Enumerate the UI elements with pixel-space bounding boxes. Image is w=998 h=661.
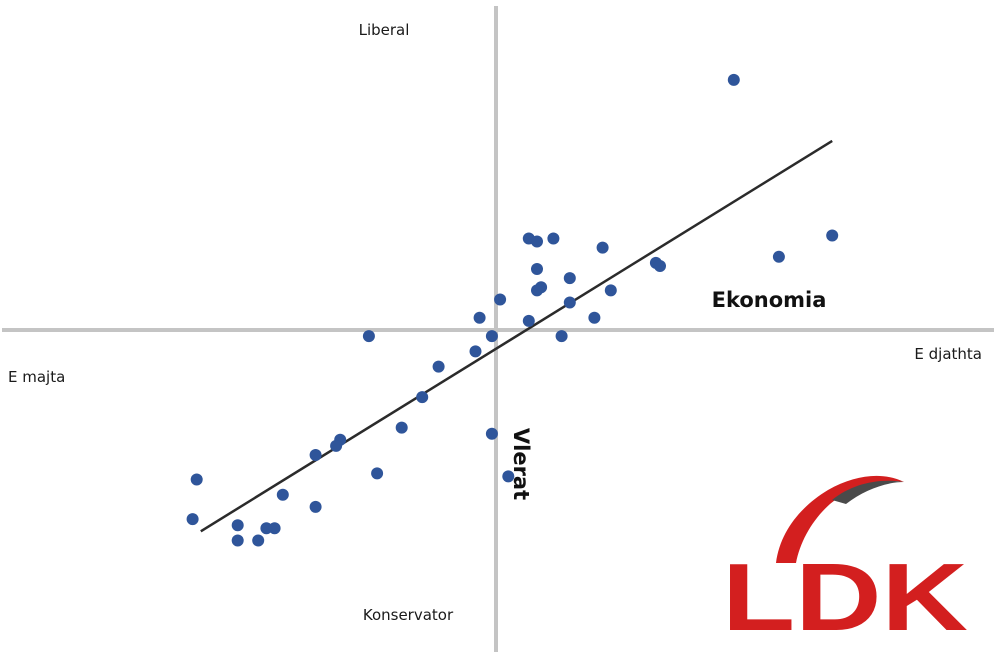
scatter-point-23	[469, 345, 482, 358]
scatter-point-20	[362, 330, 375, 343]
y-axis-title: Vlerat	[509, 428, 533, 500]
scatter-point-7	[596, 241, 609, 254]
scatter-point-17	[473, 311, 486, 324]
scatter-points-layer	[186, 73, 839, 547]
scatter-point-35	[309, 500, 322, 513]
trendline	[200, 139, 833, 533]
scatter-point-40	[231, 534, 244, 547]
y-axis-top-pole-label: Liberal	[359, 21, 410, 39]
scatter-point-30	[309, 449, 322, 462]
ldk-swoosh-icon	[776, 475, 904, 563]
scatter-point-31	[371, 467, 384, 480]
scatter-point-4	[547, 232, 560, 245]
scatter-point-11	[563, 272, 576, 285]
scatter-point-25	[416, 391, 429, 404]
ldk-logo: LDK	[722, 475, 968, 651]
x-axis-title: Ekonomia	[712, 288, 827, 312]
scatter-point-27	[485, 427, 498, 440]
scatter-point-41	[252, 534, 265, 547]
scatter-point-9	[654, 259, 666, 272]
y-axis-bottom-pole-label: Konservator	[363, 606, 454, 624]
scatter-point-33	[190, 473, 203, 486]
scatter-point-18	[588, 311, 601, 324]
scatter-point-21	[555, 330, 568, 343]
scatter-point-2	[772, 250, 785, 263]
scatter-point-6	[531, 235, 543, 248]
scatter-point-36	[186, 513, 199, 526]
scatter-point-16	[563, 296, 576, 309]
scatter-point-29	[330, 439, 343, 452]
ldk-swoosh-shadow-icon	[832, 480, 904, 504]
scatter-point-34	[276, 488, 289, 501]
scatter-point-19	[522, 314, 535, 327]
trendline-layer	[200, 139, 833, 533]
scatter-point-14	[604, 284, 617, 297]
scatter-point-1	[727, 73, 740, 86]
scatter-point-10	[531, 263, 543, 275]
x-axis-right-pole-label: E djathta	[914, 345, 982, 363]
scatter-point-38	[260, 522, 273, 535]
scatter-point-3	[826, 229, 839, 242]
scatter-point-13	[531, 284, 543, 297]
logo-text: LDK	[722, 544, 968, 651]
scatter-point-37	[231, 519, 244, 532]
scatter-point-26	[395, 421, 408, 434]
x-axis-left-pole-label: E majta	[8, 368, 65, 386]
scatter-point-15	[494, 293, 507, 306]
scatter-point-39	[268, 522, 281, 535]
scatter-point-22	[485, 330, 498, 343]
scatter-point-24	[432, 360, 445, 373]
scatter-point-32	[502, 470, 515, 483]
